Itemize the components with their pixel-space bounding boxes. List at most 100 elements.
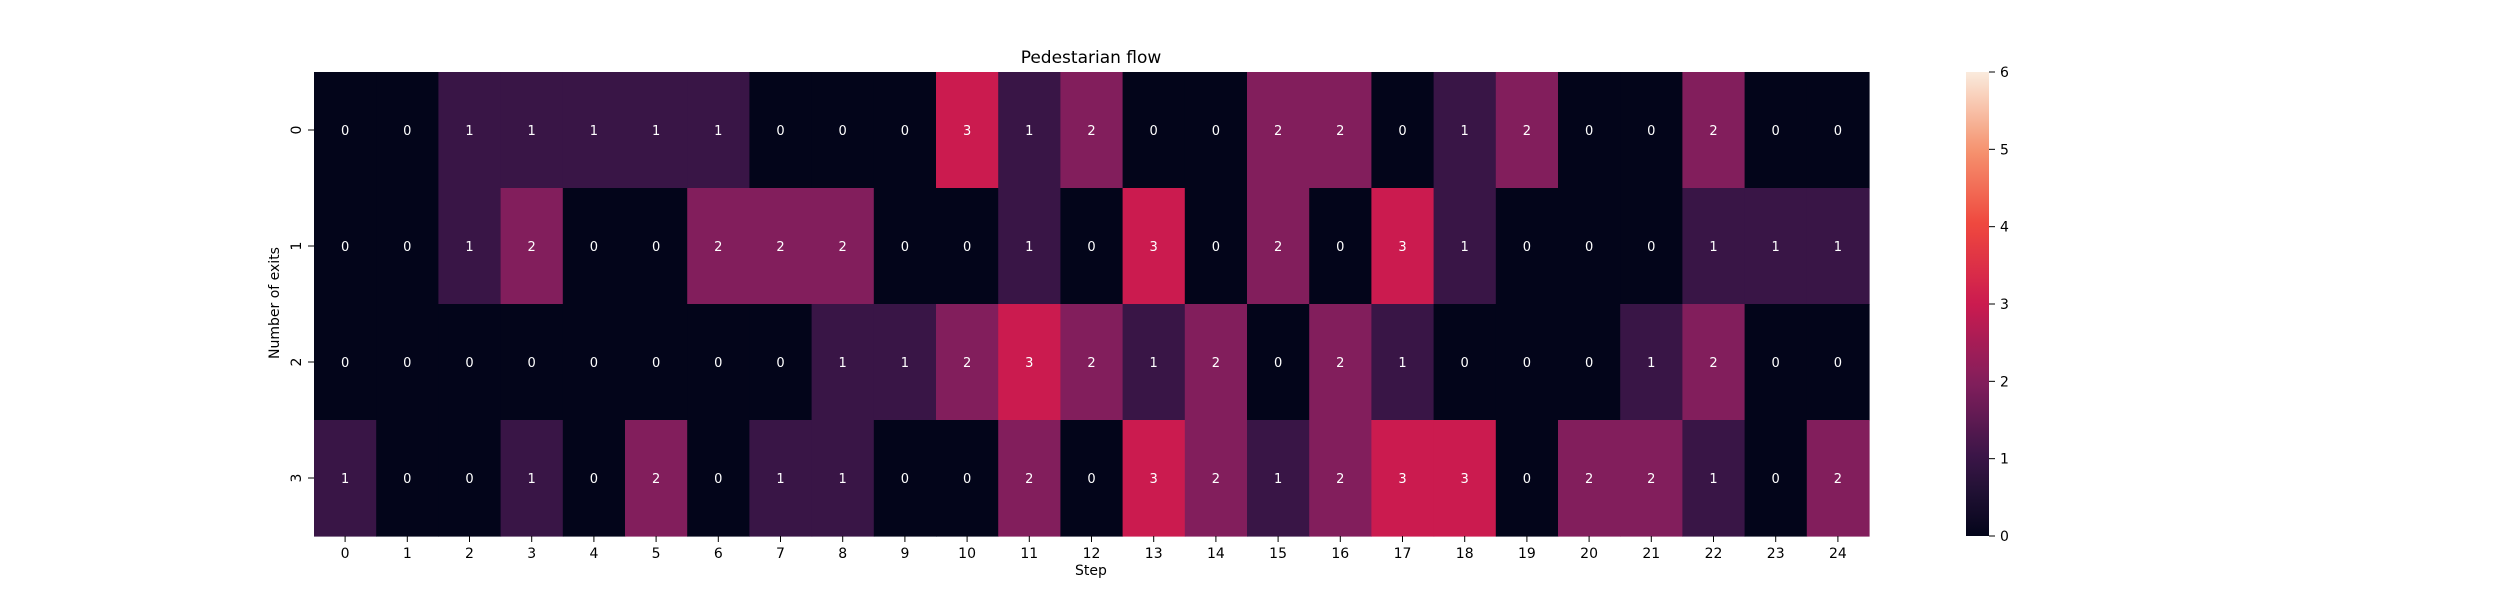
cell-value-label: 1 <box>1647 356 1655 371</box>
cell-value-label: 1 <box>839 356 847 371</box>
x-tick-label: 19 <box>1518 546 1536 562</box>
cell-value-label: 0 <box>652 240 660 255</box>
x-axis-ticks: 0 1 2 3 4 5 6 7 8 9 10 11 12 13 14 15 16 17 18 19 20 21 22 23 24 <box>341 536 1847 562</box>
cell-value-label: 1 <box>528 472 536 487</box>
cell-value-label: 0 <box>714 472 722 487</box>
colorbar-tick-label: 3 <box>2000 297 2009 313</box>
colorbar-tick-label: 1 <box>2000 452 2009 468</box>
heatmap-cell <box>1060 304 1124 421</box>
heatmap-cell <box>1060 420 1124 537</box>
x-tick-label: 5 <box>652 546 661 562</box>
cell-value-label: 3 <box>963 124 971 139</box>
cell-value-label: 0 <box>465 472 473 487</box>
cell-value-label: 2 <box>714 240 722 255</box>
heatmap-cell <box>1558 72 1621 189</box>
x-tick-label: 24 <box>1829 546 1847 562</box>
cell-value-label: 0 <box>1523 472 1531 487</box>
x-tick-label: 8 <box>838 546 847 562</box>
cell-value-label: 0 <box>1212 124 1220 139</box>
cell-value-label: 3 <box>1398 240 1406 255</box>
cell-value-label: 3 <box>1025 356 1033 371</box>
heatmap-cell <box>873 420 937 537</box>
heatmap-cell <box>749 304 813 421</box>
heatmap-cell <box>438 420 502 537</box>
heatmap-cell <box>873 188 937 305</box>
heatmap-cell <box>1122 188 1186 305</box>
cell-value-label: 2 <box>652 472 660 487</box>
heatmap-cell <box>1558 188 1621 305</box>
heatmap-cell <box>936 72 999 189</box>
heatmap-cell <box>1371 188 1435 305</box>
cell-value-label: 1 <box>1274 472 1282 487</box>
cell-value-label: 0 <box>963 472 971 487</box>
heatmap-cell <box>1806 420 1870 537</box>
heatmap-cell <box>1744 304 1808 421</box>
cell-value-label: 1 <box>465 240 473 255</box>
colorbar-tick-label: 6 <box>2000 65 2009 81</box>
x-tick-label: 4 <box>589 546 598 562</box>
x-tick-label: 13 <box>1145 546 1163 562</box>
heatmap-cell <box>1682 420 1746 537</box>
colorbar-tick-label: 0 <box>2000 529 2009 545</box>
heatmap-cell <box>811 304 875 421</box>
heatmap-cell <box>936 304 999 421</box>
heatmap-cell <box>936 420 999 537</box>
heatmap-cell <box>1122 72 1186 189</box>
cell-value-label: 0 <box>403 356 411 371</box>
cell-value-label: 0 <box>1834 124 1842 139</box>
x-tick-label: 20 <box>1580 546 1598 562</box>
heatmap-cell <box>1184 420 1248 537</box>
cell-value-label: 2 <box>839 240 847 255</box>
cell-value-label: 2 <box>1087 356 1095 371</box>
heatmap-cell <box>314 72 377 189</box>
x-tick-label: 18 <box>1456 546 1474 562</box>
x-tick-label: 9 <box>900 546 909 562</box>
heatmap-cell <box>687 72 750 189</box>
heatmap-cell <box>314 304 377 421</box>
heatmap-cell <box>376 304 439 421</box>
heatmap-cells <box>314 72 1870 537</box>
cell-value-label: 2 <box>1834 472 1842 487</box>
x-tick-label: 21 <box>1642 546 1660 562</box>
cell-value-label: 0 <box>839 124 847 139</box>
heatmap-cell <box>562 420 626 537</box>
heatmap-cell <box>625 304 688 421</box>
heatmap-cell <box>1806 304 1870 421</box>
cell-value-label: 1 <box>714 124 722 139</box>
heatmap-cell <box>1682 72 1746 189</box>
heatmap-cell <box>1184 72 1248 189</box>
heatmap-cell <box>998 420 1061 537</box>
heatmap-cell <box>1371 304 1435 421</box>
cell-value-label: 1 <box>1834 240 1842 255</box>
cell-value-label: 2 <box>1709 356 1717 371</box>
heatmap-cell <box>500 420 564 537</box>
heatmap-cell <box>625 188 688 305</box>
heatmap-cell <box>1620 72 1683 189</box>
cell-value-label: 0 <box>1274 356 1282 371</box>
cell-value-label: 1 <box>465 124 473 139</box>
cell-value-label: 0 <box>1585 124 1593 139</box>
cell-value-label: 0 <box>1523 356 1531 371</box>
cell-value-label: 0 <box>776 124 784 139</box>
cell-value-label: 0 <box>341 356 349 371</box>
heatmap-cell <box>1247 72 1310 189</box>
heatmap-cell <box>1806 72 1870 189</box>
heatmap-cell <box>1806 188 1870 305</box>
heatmap-cell <box>1744 420 1808 537</box>
heatmap-cell <box>1558 304 1621 421</box>
cell-value-label: 2 <box>1274 124 1282 139</box>
cell-value-label: 0 <box>528 356 536 371</box>
x-tick-label: 17 <box>1394 546 1412 562</box>
x-tick-label: 6 <box>714 546 723 562</box>
heatmap-cell <box>1060 72 1124 189</box>
cell-value-label: 0 <box>1523 240 1531 255</box>
chart-title: Pedestarian flow <box>1021 48 1162 68</box>
x-tick-label: 3 <box>527 546 536 562</box>
y-tick-label: 1 <box>289 242 305 251</box>
heatmap-cell <box>438 188 502 305</box>
heatmap-cell <box>562 188 626 305</box>
heatmap-cell <box>1620 188 1683 305</box>
cell-value-label: 0 <box>1336 240 1344 255</box>
x-tick-label: 15 <box>1269 546 1287 562</box>
x-tick-label: 0 <box>341 546 350 562</box>
